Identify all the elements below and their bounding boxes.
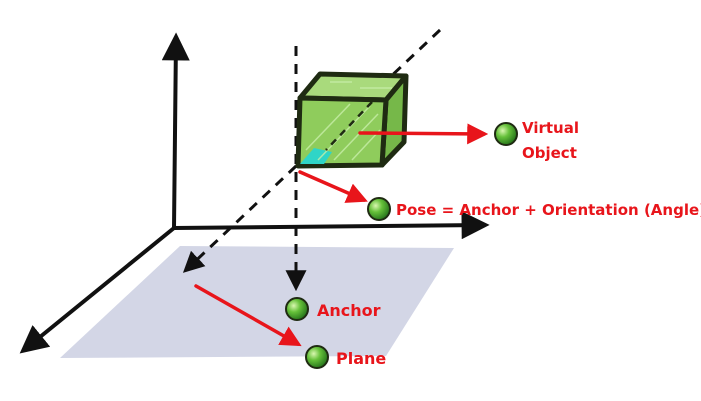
plane-marker [305,345,329,369]
z-axis [19,226,176,354]
x-axis [172,211,490,240]
diagonal-dashed-line [182,28,442,273]
ground-plane [60,246,454,358]
cube-corner-highlight [300,148,332,164]
anchor-label: Anchor [317,301,381,320]
pose-arrow [298,170,368,203]
coordinate-axes [19,32,490,354]
virtual-object-label-line2: Object [522,144,577,162]
plane-arrow [194,284,302,347]
plane-label: Plane [336,349,386,368]
y-axis [161,32,190,230]
pose-marker [367,197,391,221]
anchor-marker [285,297,309,321]
virtual-object-marker [494,122,518,146]
cube-inner-dash [325,101,373,151]
virtual-object-arrow [358,123,489,145]
virtual-object-cube [295,71,409,169]
virtual-object-label-line1: Virtual [522,119,579,137]
pose-label: Pose = Anchor + Orientation (Angle) [396,201,701,219]
cube-hatching [305,81,392,161]
